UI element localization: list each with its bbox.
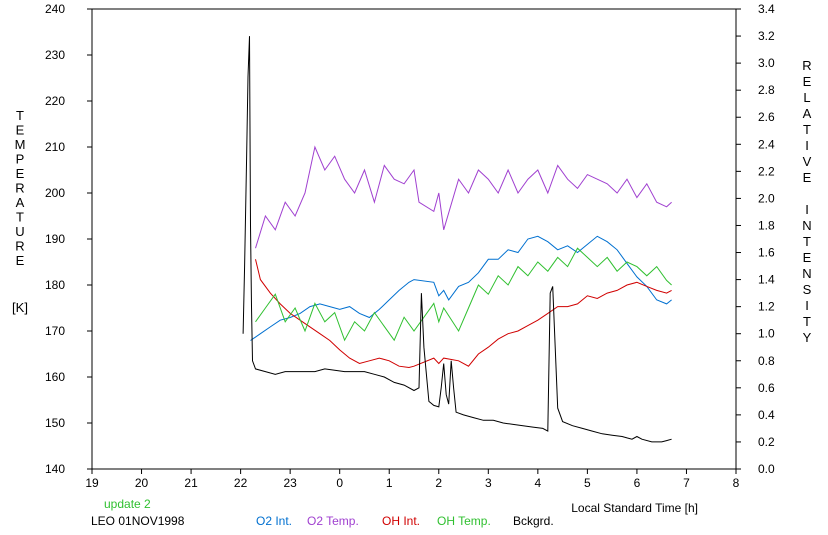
y-right-title-letter: E: [803, 74, 812, 89]
legend-entry: OH Int.: [382, 514, 420, 528]
y-left-tick-label: 210: [45, 140, 65, 154]
y-right-title-letter: T: [803, 122, 811, 137]
y-right-tick-label: 3.2: [758, 29, 775, 43]
y-left-tick-label: 170: [45, 324, 65, 338]
y-left-title-letter: T: [16, 108, 24, 123]
y-right-title-letter: N: [802, 266, 811, 281]
x-tick-label: 2: [435, 476, 442, 490]
legend-entry: OH Temp.: [437, 514, 491, 528]
plot-border: [91, 8, 737, 470]
x-tick-label: 8: [733, 476, 740, 490]
legend: O2 Int. O2 Temp. OH Int. OH Temp. Bckgrd.: [256, 514, 554, 528]
legend-entry: O2 Int.: [256, 514, 292, 528]
series-line-o2-int: [250, 235, 672, 341]
legend-entry: Bckgrd.: [513, 514, 554, 528]
y-left-tick-label: 200: [45, 186, 65, 200]
y-left-tick-label: 150: [45, 416, 65, 430]
plot-frame: [91, 8, 737, 470]
y-right-tick-label: 2.2: [758, 164, 775, 178]
y-right-tick-label: 0.4: [758, 408, 775, 422]
y-left-title-letter: A: [16, 195, 25, 210]
y-left-tick-label: 160: [45, 370, 65, 384]
y-left-tick-label: 230: [45, 48, 65, 62]
series-layer: [242, 36, 672, 443]
x-tick-label: 19: [85, 476, 99, 490]
y-right-title-letter: R: [802, 58, 811, 73]
y-left-title-letter: R: [15, 239, 24, 254]
y-right-tick-label: 0.2: [758, 435, 775, 449]
y-left-tick-label: 190: [45, 232, 65, 246]
x-tick-label: 6: [634, 476, 641, 490]
y-left-tick-label: 240: [45, 2, 65, 16]
y-right-tick-label: 1.8: [758, 218, 775, 232]
y-right-title-letter: S: [803, 282, 812, 297]
update-annotation: update 2: [104, 497, 151, 511]
x-tick-label: 4: [535, 476, 542, 490]
y-right-title-letter: T: [803, 234, 811, 249]
y-left-title-letter: P: [16, 152, 25, 167]
y-right-title-letter: Y: [803, 330, 812, 345]
x-tick-label: 20: [135, 476, 149, 490]
series-line-o2-temp: [255, 145, 672, 249]
y-left-title-letter: E: [16, 166, 25, 181]
y-right-title-letter: I: [805, 202, 809, 217]
x-tick-label: 5: [584, 476, 591, 490]
x-tick-label: 23: [283, 476, 297, 490]
y-right-tick-label: 2.0: [758, 191, 775, 205]
x-tick-label: 21: [184, 476, 198, 490]
x-axis-title: Local Standard Time [h]: [571, 501, 698, 515]
series-line-oh-int: [255, 259, 672, 369]
y-right-title-letter: T: [803, 314, 811, 329]
y-left-tick-label: 220: [45, 94, 65, 108]
legend-entry: O2 Temp.: [307, 514, 359, 528]
y-left-title-letter: T: [16, 210, 24, 225]
y-left-tick-label: 180: [45, 278, 65, 292]
y-right-title-letter: A: [803, 106, 812, 121]
x-tick-label: 22: [234, 476, 248, 490]
y-right-tick-label: 2.4: [758, 137, 775, 151]
y-left-title-letter: R: [15, 181, 24, 196]
y-right-tick-label: 1.4: [758, 273, 775, 287]
y-right-tick-label: 3.0: [758, 56, 775, 70]
y-right-title-letter: I: [805, 138, 809, 153]
y-right-tick-label: 0.8: [758, 354, 775, 368]
site-date-annotation: LEO 01NOV1998: [91, 514, 185, 528]
y-right-tick-label: 3.4: [758, 2, 775, 16]
y-right-tick-label: 2.8: [758, 83, 775, 97]
y-right-title-letter: E: [803, 250, 812, 265]
y-left-title-letter: M: [15, 137, 26, 152]
x-tick-label: 0: [336, 476, 343, 490]
series-line-oh-temp: [255, 247, 672, 342]
y-right-tick-label: 2.6: [758, 110, 775, 124]
y-left-title-letter: E: [16, 123, 25, 138]
y-right-title-letter: E: [803, 170, 812, 185]
y-right-title-letter: L: [803, 90, 810, 105]
y-left-unit: [K]: [12, 300, 28, 315]
y-right-tick-label: 1.6: [758, 246, 775, 260]
y-right-tick-label: 1.0: [758, 327, 775, 341]
y-right-title-letter: V: [803, 154, 812, 169]
y-right-title-letter: N: [802, 218, 811, 233]
x-tick-label: 7: [683, 476, 690, 490]
series-line-bckgrd: [242, 36, 672, 443]
x-tick-label: 3: [485, 476, 492, 490]
y-right-tick-label: 0.0: [758, 462, 775, 476]
y-left-title-letter: E: [16, 253, 25, 268]
y-left-tick-label: 140: [45, 462, 65, 476]
y-right-title-letter: I: [805, 298, 809, 313]
y-right-tick-label: 1.2: [758, 300, 775, 314]
x-tick-label: 1: [386, 476, 393, 490]
y-right-tick-label: 0.6: [758, 381, 775, 395]
y-left-title-letter: U: [15, 224, 24, 239]
ticks-layer: 19 20 21 22 23 0 1 2 3 4 5 6 7 8140150160170180190200…: [45, 2, 775, 490]
